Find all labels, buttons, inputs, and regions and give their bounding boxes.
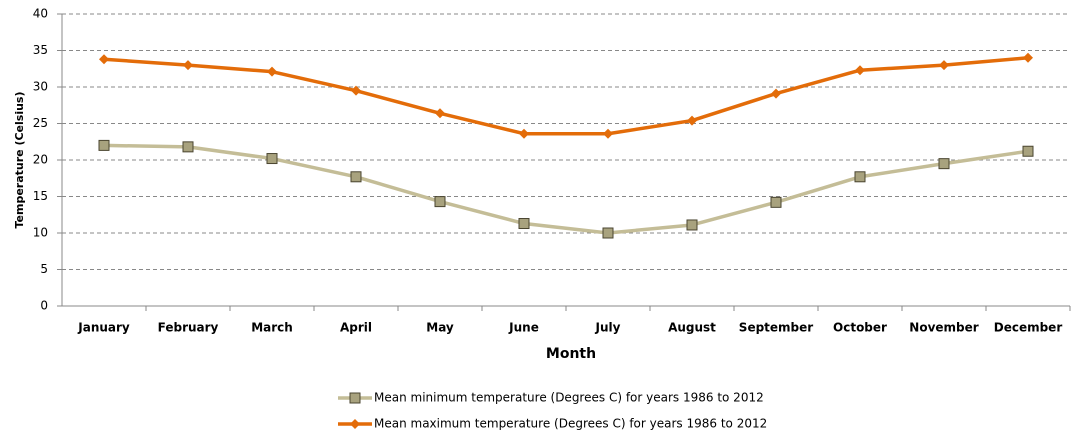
y-tick-label: 40 <box>33 7 48 21</box>
marker <box>182 141 194 153</box>
marker <box>855 65 865 76</box>
marker <box>770 196 782 208</box>
marker <box>350 419 360 429</box>
x-tick-label: September <box>739 321 813 335</box>
x-tick-label: June <box>508 321 539 335</box>
x-tick-label: December <box>994 321 1063 335</box>
marker <box>686 219 698 231</box>
legend-label: Mean maximum temperature (Degrees C) for… <box>374 417 767 431</box>
marker <box>603 128 613 139</box>
marker <box>939 60 949 71</box>
x-tick-label: January <box>77 321 130 335</box>
marker <box>938 158 950 170</box>
x-tick-label: November <box>909 321 978 335</box>
x-tick-label: April <box>340 321 372 335</box>
x-axis-title: Month <box>546 346 596 362</box>
marker <box>183 60 193 71</box>
marker <box>350 171 362 183</box>
marker <box>854 171 866 183</box>
series-line <box>103 143 1029 235</box>
x-tick-label: February <box>158 321 219 335</box>
legend-label: Mean minimum temperature (Degrees C) for… <box>374 391 764 405</box>
marker <box>266 153 278 165</box>
y-tick-label: 0 <box>40 299 48 313</box>
marker <box>435 108 445 119</box>
marker <box>434 196 446 208</box>
marker <box>98 139 110 151</box>
marker <box>1022 145 1034 157</box>
marker <box>771 88 781 99</box>
y-tick-label: 35 <box>33 43 48 57</box>
y-tick-label: 30 <box>33 80 48 94</box>
marker <box>99 54 109 65</box>
x-tick-label: October <box>833 321 887 335</box>
marker <box>349 392 361 404</box>
x-tick-label: March <box>251 321 293 335</box>
marker <box>687 115 697 126</box>
marker <box>267 66 277 77</box>
marker <box>519 128 529 139</box>
marker <box>518 218 530 230</box>
x-tick-label: July <box>595 321 621 335</box>
y-tick-label: 15 <box>33 189 48 203</box>
marker <box>1023 52 1033 63</box>
x-tick-label: August <box>668 321 716 335</box>
y-tick-label: 20 <box>33 153 48 167</box>
marker <box>351 85 361 96</box>
y-tick-label: 25 <box>33 116 48 130</box>
y-axis-title: Temperature (Celsius) <box>13 91 26 228</box>
y-tick-label: 5 <box>40 262 48 276</box>
marker <box>602 227 614 239</box>
y-tick-label: 10 <box>33 226 48 240</box>
series-line <box>103 56 1029 136</box>
x-tick-label: May <box>426 321 454 335</box>
